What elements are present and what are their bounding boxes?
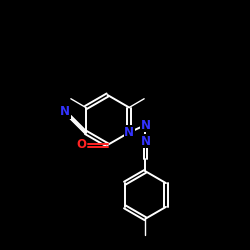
Text: N: N: [124, 126, 134, 139]
Text: N: N: [140, 135, 150, 148]
Text: N: N: [140, 118, 150, 132]
Text: O: O: [76, 138, 86, 151]
Text: N: N: [60, 105, 70, 118]
